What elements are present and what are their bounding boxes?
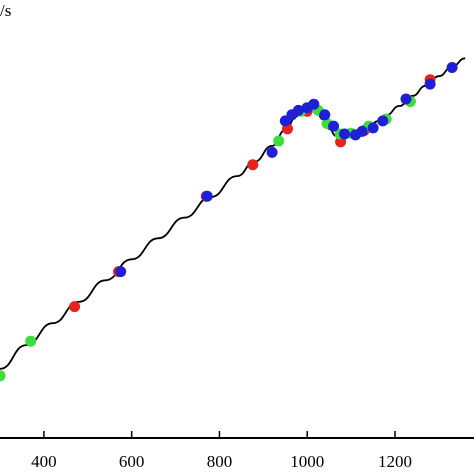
fit-curve — [0, 58, 465, 369]
x-tick-label: 1200 — [378, 452, 412, 471]
x-tick-label: 800 — [207, 452, 233, 471]
data-point-blue — [401, 94, 412, 105]
data-point-blue — [447, 62, 458, 73]
data-point-green — [0, 370, 6, 381]
data-point-blue — [357, 126, 368, 137]
data-point-red — [247, 159, 258, 170]
data-points-layer — [0, 62, 458, 381]
data-point-blue — [308, 99, 319, 110]
x-axis: 400 600 800 1000 1200 — [0, 431, 474, 471]
data-point-blue — [425, 79, 436, 90]
data-point-green — [25, 336, 36, 347]
data-point-blue — [339, 129, 350, 140]
x-tick-label: 400 — [31, 452, 57, 471]
data-point-blue — [202, 191, 213, 202]
x-tick-label: 1000 — [290, 452, 324, 471]
fit-curve-layer — [0, 58, 465, 369]
data-point-red — [69, 301, 80, 312]
data-point-blue — [328, 121, 339, 132]
data-point-green — [273, 136, 284, 147]
data-point-blue — [267, 147, 278, 158]
data-point-blue — [319, 109, 330, 120]
y-axis-label: /s — [0, 1, 11, 20]
data-point-blue — [368, 122, 379, 133]
data-point-blue — [377, 115, 388, 126]
data-point-blue — [115, 266, 126, 277]
x-tick-label: 600 — [119, 452, 145, 471]
